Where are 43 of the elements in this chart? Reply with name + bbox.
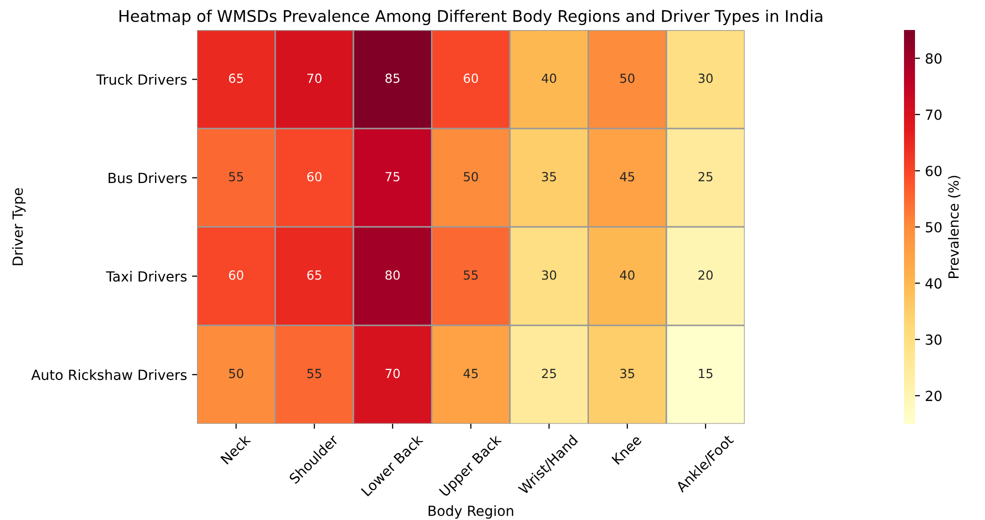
data-label: 55: [307, 368, 322, 378]
y-tick-label: Truck Drivers: [96, 74, 187, 85]
data-label: 60: [307, 172, 322, 182]
color-bar-label: 20: [926, 390, 942, 402]
data-label: 25: [698, 172, 712, 182]
color-bar-label: 80: [926, 53, 942, 64]
data-label: 50: [620, 74, 634, 83]
data-label: 50: [464, 172, 478, 182]
color-bar-label: 40: [925, 278, 942, 289]
data-label: 70: [386, 368, 400, 378]
data-label: 15: [698, 368, 712, 378]
data-label: 50: [229, 368, 244, 378]
data-label: 60: [464, 74, 478, 83]
data-label: 30: [542, 270, 556, 280]
data-label: 45: [463, 368, 478, 378]
color-bar-label: 70: [926, 109, 942, 120]
data-label: 70: [307, 74, 322, 83]
color-bar-label: 30: [926, 334, 942, 345]
data-label: 55: [229, 172, 243, 182]
color-bar-label: 60: [926, 166, 942, 176]
data-label: 75: [386, 172, 400, 182]
y-tick-label: Auto Rickshaw Drivers: [31, 369, 187, 380]
color-bar-label: 50: [926, 222, 942, 232]
chart-title: Heatmap of WMSDs Prevalence Among Different Body Regions and Driver Types in India: [120, 10, 822, 26]
data-label: 65: [229, 74, 243, 83]
data-label: 35: [620, 368, 634, 378]
data-label: 30: [698, 74, 713, 83]
data-label: 65: [307, 270, 322, 280]
data-label: 40: [620, 270, 634, 280]
x-axis-title: Body Region: [428, 505, 514, 519]
y-tick-label: Taxi Drivers: [106, 270, 187, 282]
data-label: 55: [464, 270, 478, 280]
data-label: 20: [698, 270, 713, 280]
y-axis-title: Driver Type: [12, 188, 26, 266]
data-label: 35: [542, 172, 556, 182]
data-label: 25: [542, 368, 556, 378]
data-label: 85: [385, 74, 400, 83]
data-label: 40: [542, 74, 556, 83]
y-tick-label: Bus Drivers: [108, 172, 187, 184]
color-bar-title: Prevalence (%): [948, 176, 960, 278]
data-label: 45: [620, 172, 634, 182]
data-label: 60: [229, 270, 244, 280]
data-label: 80: [385, 270, 400, 280]
